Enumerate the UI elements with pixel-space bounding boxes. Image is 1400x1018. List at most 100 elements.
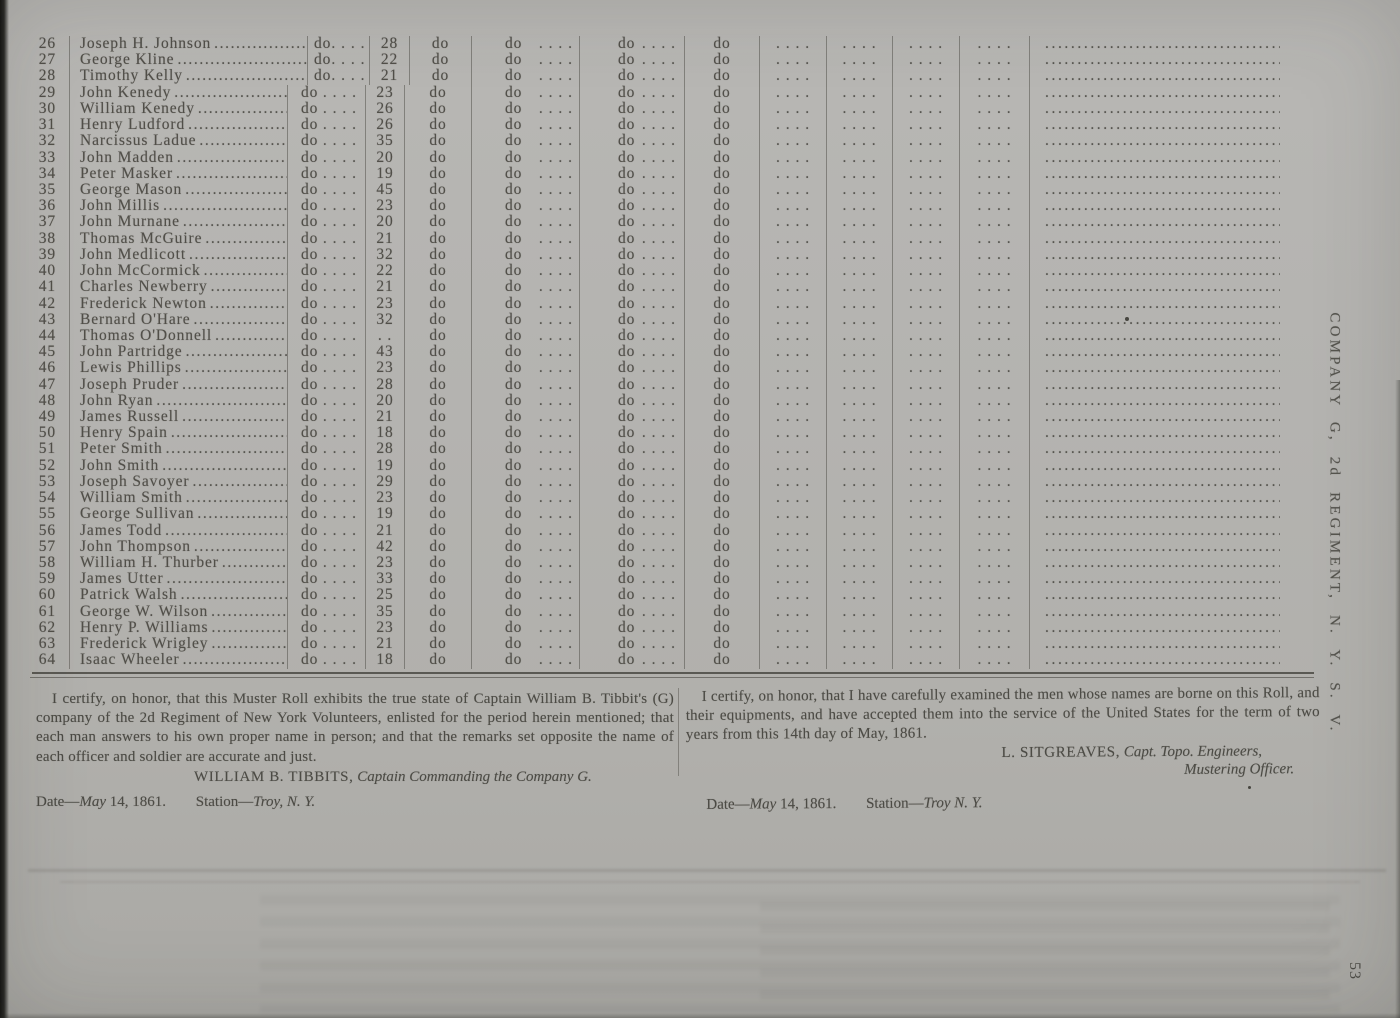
cell-dots-1: . . . . (760, 603, 827, 620)
cell-number: 40 (0, 263, 70, 280)
dot-entry: . . . . (641, 84, 676, 101)
cell-name: Bernard O'Hare..........................… (70, 311, 288, 328)
cell-dots-4: . . . . (960, 311, 1030, 328)
dot-entry: . . . . (322, 425, 357, 442)
cell-age: 19 (366, 457, 405, 474)
cell-remarks: ........................................… (1030, 182, 1280, 198)
cell-dots-4: . . . . (960, 425, 1030, 442)
cell-dots-2: . . . . (827, 603, 893, 620)
cell-dots-3: . . . . (893, 230, 960, 247)
cell-ditto-2: do (405, 490, 472, 507)
ditto-mark: do (301, 555, 319, 571)
cell-name: John Murnane............................… (70, 214, 288, 231)
dot-entry: . . . . (322, 263, 357, 280)
cell-dots-4: . . . . (960, 84, 1030, 101)
ditto-mark: do (618, 425, 636, 442)
cell-age: 21 (366, 279, 405, 296)
cell-ditto-4: do . . . . (580, 555, 685, 572)
cell-dots-1: . . . . (760, 214, 827, 231)
cell-ditto-4: do . . . . (580, 490, 685, 507)
dot-entry: . . . . (641, 68, 676, 85)
dot-entry: . . . . (322, 555, 357, 571)
dot-entry: . . . . (538, 344, 573, 361)
remarks-dot-leader: ........................................… (1045, 652, 1280, 669)
remarks-dot-leader: ........................................… (1045, 133, 1280, 150)
cell-name: Frederick Wrigley.......................… (70, 636, 288, 653)
dot-entry: . . . . (641, 603, 676, 620)
cell-ditto-4: do . . . . (580, 263, 685, 280)
dot-entry: . . . . (322, 619, 357, 636)
cell-ditto-4: do . . . . (580, 165, 685, 182)
cell-dots-3: . . . . (893, 506, 960, 523)
cell-name: Joseph H. Johnson.......................… (70, 36, 308, 53)
cell-remarks: ........................................… (1030, 490, 1280, 506)
dot-entry: . . . . (538, 230, 573, 247)
cell-age: 28 (366, 376, 405, 393)
ink-speck-2 (1248, 786, 1251, 789)
ditto-mark: do (505, 327, 523, 344)
cell-age: 20 (366, 214, 405, 231)
cell-dots-2: . . . . (827, 68, 893, 85)
ditto-mark: do (301, 360, 319, 377)
dot-entry: . . . . (322, 133, 357, 150)
dot-entry: . . . . (538, 327, 573, 344)
cell-ditto-1: do. . . . (288, 571, 366, 588)
ditto-mark: do (301, 409, 319, 426)
soldier-name: John Kenedy (80, 84, 172, 101)
cell-dots-1: . . . . (760, 198, 827, 215)
ditto-mark: do (301, 327, 319, 344)
captain-signature-title: Captain Commanding the Company G. (357, 768, 592, 785)
ditto-mark: do (618, 52, 636, 69)
remarks-dot-leader: ........................................… (1045, 327, 1280, 344)
dot-entry: . . . . (538, 392, 573, 409)
certification-divider-rule (678, 688, 679, 776)
cell-ditto-2: do (405, 165, 472, 182)
dot-entry: . . . . (322, 165, 357, 182)
name-dot-leader: ........................................… (162, 457, 287, 474)
show-through-text-texture-2 (760, 900, 1330, 1005)
name-dot-leader: ........................................… (209, 295, 287, 312)
cell-ditto-1: do. . . . (288, 230, 366, 247)
cell-ditto-2: do (405, 506, 472, 523)
cell-name: William H. Thurber......................… (70, 555, 288, 572)
cell-ditto-5: do (685, 425, 760, 442)
cell-ditto-5: do (685, 263, 760, 280)
soldier-name: Patrick Walsh (80, 587, 178, 604)
cell-dots-1: . . . . (760, 587, 827, 604)
cell-ditto-1: do. . . . (288, 165, 366, 182)
cell-dots-4: . . . . (960, 198, 1030, 215)
ditto-mark: do (618, 652, 636, 669)
name-dot-leader: ........................................… (170, 425, 287, 442)
ditto-mark: do (505, 279, 523, 296)
ditto-mark: do (618, 538, 636, 555)
dot-entry: . . . . (538, 52, 573, 69)
ditto-mark: do (301, 263, 319, 280)
ditto-mark: do (301, 198, 319, 215)
cell-number: 42 (0, 295, 70, 312)
cell-ditto-5: do (685, 457, 760, 474)
cell-ditto-4: do . . . . (580, 587, 685, 604)
cell-remarks: ........................................… (1030, 539, 1280, 555)
cell-dots-4: . . . . (960, 555, 1030, 572)
remarks-dot-leader: ........................................… (1045, 619, 1280, 636)
dot-entry: . . . . (641, 198, 676, 215)
cell-ditto-4: do . . . . (580, 36, 685, 53)
dot-entry: . . . . (641, 376, 676, 393)
cell-dots-2: . . . . (827, 263, 893, 280)
cell-dots-2: . . . . (827, 52, 893, 69)
cell-name: John Smith..............................… (70, 457, 288, 474)
soldier-name: John Madden (80, 149, 174, 166)
cell-dots-3: . . . . (893, 52, 960, 69)
ditto-mark: do (618, 619, 636, 636)
cell-dots-2: . . . . (827, 117, 893, 134)
cell-age: 42 (366, 538, 405, 555)
cell-name: John Kenedy.............................… (70, 84, 288, 101)
cell-ditto-3: do . . . . (472, 652, 580, 669)
remarks-dot-leader: ........................................… (1045, 587, 1280, 604)
cell-ditto-4: do . . . . (580, 181, 685, 199)
